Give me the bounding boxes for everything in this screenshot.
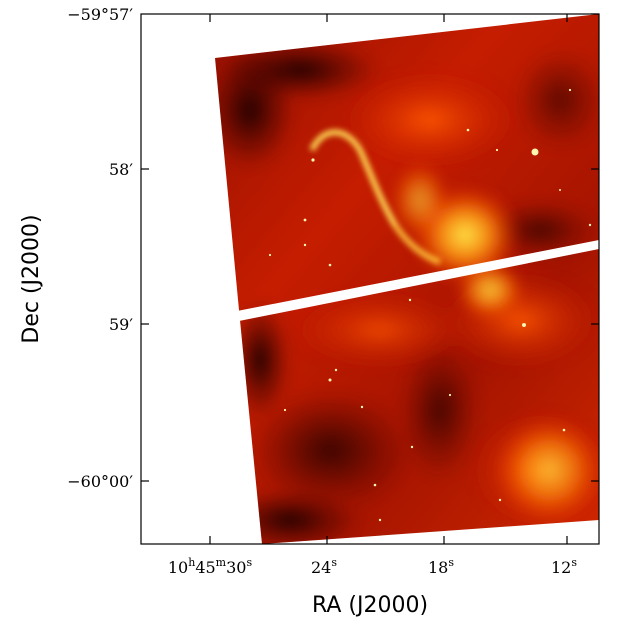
stars: [268, 88, 592, 522]
y-axis-title: Dec (J2000): [19, 214, 44, 343]
plot-frame: [140, 13, 600, 545]
detector-gap: [237, 240, 599, 321]
x-ticks: [209, 14, 568, 544]
x-tick-label-2: 18s: [428, 556, 454, 577]
x-tick-label-1: 24s: [311, 556, 337, 577]
y-tick-label-2: 59′: [109, 315, 133, 334]
y-ticks: [141, 13, 599, 482]
sky-image: [215, 14, 599, 544]
x-tick-label-3: 12s: [551, 556, 577, 577]
y-tick-label-1: 58′: [109, 160, 133, 179]
x-axis-title: RA (J2000): [312, 593, 428, 618]
x-tick-label-0: 10h45m30s: [168, 556, 253, 577]
y-tick-label-3: −60°00′: [67, 472, 133, 491]
y-tick-label-0: −59°57′: [67, 5, 133, 24]
